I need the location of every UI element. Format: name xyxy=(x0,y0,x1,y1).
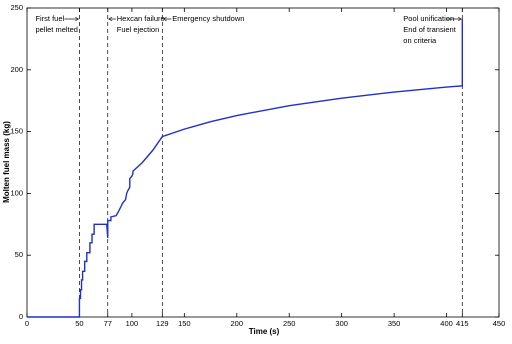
y-axis-label: Molten fuel mass (kg) xyxy=(2,121,11,203)
y-tick-label: 100 xyxy=(10,188,23,197)
x-tick-label: 350 xyxy=(388,319,401,328)
x-tick-label: 415 xyxy=(456,319,469,328)
y-tick-label: 50 xyxy=(15,250,23,259)
x-tick-label: 100 xyxy=(126,319,139,328)
annotation: pellet melted xyxy=(35,25,78,34)
x-tick-label: 450 xyxy=(493,319,506,328)
x-tick-label: 0 xyxy=(25,319,29,328)
x-axis-label: Time (s) xyxy=(249,327,280,336)
annotation: on criteria xyxy=(403,36,437,45)
annotation: Emergency shutdown xyxy=(172,14,244,23)
x-tick-label: 250 xyxy=(283,319,296,328)
data-line xyxy=(27,19,463,318)
x-tick-label: 300 xyxy=(335,319,348,328)
annotation: Fuel ejection xyxy=(117,25,160,34)
plot-area xyxy=(26,7,500,318)
y-tick-label: 200 xyxy=(10,65,23,74)
x-tick-label: 150 xyxy=(178,319,191,328)
x-tick-label: 50 xyxy=(75,319,83,328)
x-tick-label: 200 xyxy=(231,319,244,328)
x-tick-label: 129 xyxy=(156,319,169,328)
y-tick-label: 150 xyxy=(10,127,23,136)
x-tick-label: 400 xyxy=(440,319,453,328)
y-tick-label: 250 xyxy=(10,3,23,12)
y-tick-label: 0 xyxy=(19,312,23,321)
x-tick-label: 77 xyxy=(104,319,112,328)
annotation: First fuel xyxy=(35,14,64,23)
annotation: End of transient xyxy=(403,25,456,34)
annotation: Pool unification xyxy=(403,14,454,23)
annotation: Hexcan failure xyxy=(117,14,165,23)
